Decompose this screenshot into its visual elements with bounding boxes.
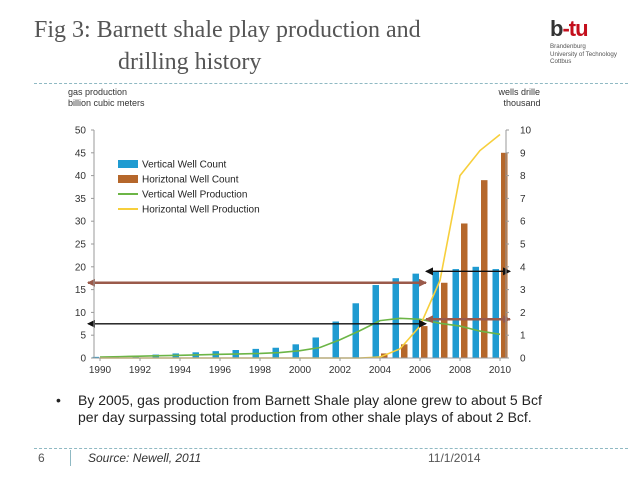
slide-title-line-1: Fig 3: Barnett shale play production and — [34, 17, 421, 43]
x-tick-label: 1998 — [249, 365, 272, 376]
legend-label: Horizontal Well Production — [142, 205, 260, 216]
right-tick-label: 7 — [520, 194, 526, 205]
bar-horizontal-well-count — [421, 326, 428, 358]
left-tick-label: 20 — [75, 262, 87, 273]
legend-label: Vertical Well Count — [142, 160, 227, 171]
left-tick-label: 15 — [75, 285, 87, 296]
logo-mark: b-tu — [550, 18, 638, 40]
barnett-production-chart: gas production billion cubic meters well… — [68, 87, 540, 376]
bar-vertical-well-count — [432, 271, 439, 358]
title-divider — [34, 83, 628, 84]
right-axis-label-line-1: wells drilled — [497, 87, 540, 97]
chart-axes: gas production billion cubic meters well… — [68, 87, 540, 376]
legend-swatch-vertical_wells — [118, 160, 138, 168]
logo-text: Brandenburg University of Technology Cot… — [550, 43, 638, 66]
x-tick-label: 2008 — [449, 365, 472, 376]
left-tick-label: 0 — [80, 354, 86, 365]
right-tick-label: 6 — [520, 217, 526, 228]
logo-mark-main: b — [550, 16, 563, 41]
slide-number: 6 — [38, 451, 45, 465]
slide-number-separator — [70, 450, 71, 466]
bar-vertical-well-count — [492, 269, 499, 358]
bar-vertical-well-count — [352, 303, 359, 358]
right-tick-label: 2 — [520, 308, 526, 319]
bar-vertical-well-count — [92, 356, 99, 358]
chart-legend: Vertical Well Count Horiztonal Well Count… — [118, 160, 260, 216]
slide-title-line-2: drilling history — [118, 49, 262, 75]
x-tick-label: 2010 — [489, 365, 512, 376]
x-tick-label: 1992 — [129, 365, 152, 376]
left-axis-label-line-1: gas production — [68, 87, 127, 97]
university-logo: b-tu Brandenburg University of Technolog… — [550, 18, 638, 82]
legend-label: Vertical Well Production — [142, 190, 247, 201]
bar-vertical-well-count — [472, 266, 479, 358]
right-tick-label: 4 — [520, 262, 526, 273]
left-tick-label: 35 — [75, 194, 87, 205]
bar-horizontal-well-count — [401, 344, 408, 358]
right-tick-label: 5 — [520, 240, 526, 251]
footer-divider — [34, 448, 628, 449]
right-tick-label: 3 — [520, 285, 526, 296]
x-tick-label: 2006 — [409, 365, 432, 376]
source-citation: Source: Newell, 2011 — [88, 451, 202, 465]
left-tick-label: 45 — [75, 148, 87, 159]
x-tick-label: 1994 — [169, 365, 192, 376]
slide-date: 11/1/2014 — [428, 451, 481, 465]
left-tick-label: 10 — [75, 308, 87, 319]
right-tick-label: 8 — [520, 171, 526, 182]
bar-vertical-well-count — [412, 273, 419, 358]
x-tick-label: 1996 — [209, 365, 232, 376]
logo-line-2: University of Technology — [550, 50, 617, 58]
right-tick-label: 10 — [520, 126, 532, 137]
left-tick-label: 40 — [75, 171, 87, 182]
x-tick-label: 2004 — [369, 365, 392, 376]
logo-mark-accent: -tu — [562, 16, 588, 41]
x-tick-label: 2002 — [329, 365, 352, 376]
legend-label: Horiztonal Well Count — [142, 175, 239, 186]
bullet-icon: • — [56, 392, 61, 408]
left-tick-label: 25 — [75, 240, 87, 251]
bar-vertical-well-count — [452, 269, 459, 358]
legend-swatch-horizontal_wells — [118, 175, 138, 183]
x-tick-label: 1990 — [89, 365, 112, 376]
left-axis-label-line-2: billion cubic meters — [68, 98, 145, 108]
slide-title: Fig 3: Barnett shale play production and… — [34, 14, 544, 78]
right-tick-label: 9 — [520, 148, 526, 159]
right-axis-label-line-2: thousands — [503, 98, 540, 108]
bullet-point: • By 2005, gas production from Barnett S… — [56, 392, 556, 426]
left-tick-label: 30 — [75, 217, 87, 228]
bullet-text: By 2005, gas production from Barnett Sha… — [78, 392, 542, 425]
bar-horizontal-well-count — [501, 152, 508, 358]
bar-vertical-well-count — [332, 321, 339, 358]
right-tick-label: 0 — [520, 354, 526, 365]
x-tick-label: 2000 — [289, 365, 312, 376]
right-tick-label: 1 — [520, 331, 526, 342]
left-tick-label: 50 — [75, 126, 87, 137]
bar-horizontal-well-count — [461, 223, 468, 358]
logo-line-1: Brandenburg — [550, 43, 586, 50]
logo-line-3: Cottbus — [550, 58, 572, 65]
left-tick-label: 5 — [80, 331, 86, 342]
